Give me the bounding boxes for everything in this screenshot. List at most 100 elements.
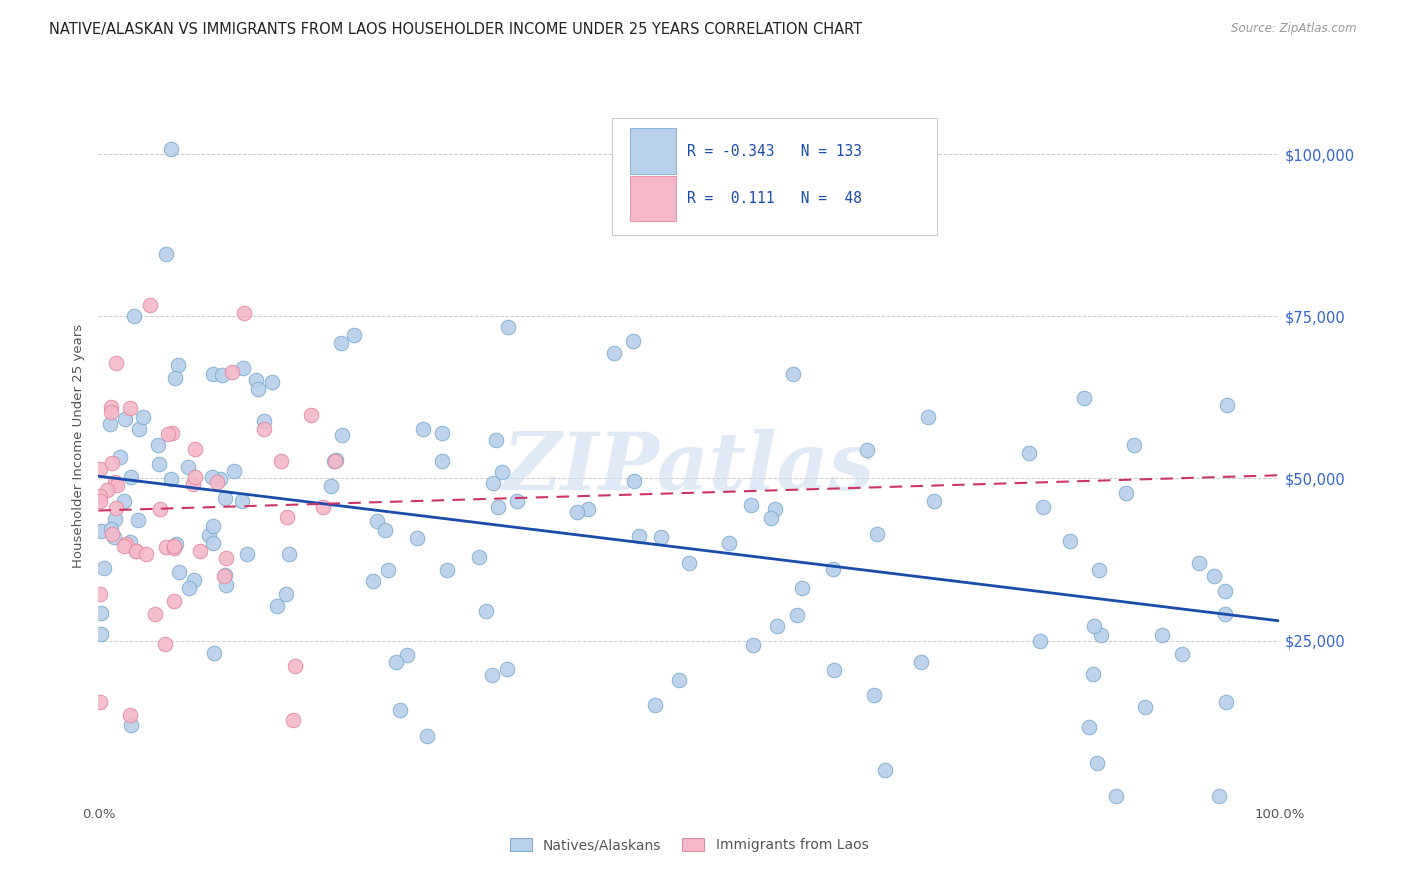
Point (1087, 756, 1109, 771)
Point (214, 568, 236, 582)
Point (162, 541, 184, 556)
Point (388, 702, 411, 716)
Point (139, 298, 162, 312)
Point (188, 543, 211, 558)
Point (100, 405, 122, 419)
Point (245, 373, 267, 387)
Point (89, 493, 111, 508)
Point (127, 513, 149, 527)
Point (155, 246, 177, 260)
Point (165, 537, 187, 551)
Point (149, 502, 172, 516)
Point (1078, 720, 1101, 734)
Point (323, 453, 346, 467)
Point (215, 551, 238, 566)
Point (678, 556, 700, 570)
Text: Source: ZipAtlas.com: Source: ZipAtlas.com (1232, 22, 1357, 36)
Point (786, 607, 808, 622)
Point (211, 368, 233, 382)
Point (132, 409, 155, 424)
Point (104, 475, 127, 489)
Point (125, 544, 148, 558)
Point (118, 707, 141, 722)
Point (231, 493, 253, 508)
Point (89, 489, 111, 503)
Point (1083, 666, 1105, 681)
Point (232, 361, 254, 376)
Point (319, 478, 342, 492)
Point (823, 663, 845, 677)
Point (790, 581, 813, 595)
Point (406, 531, 429, 545)
Point (100, 527, 122, 541)
Point (89, 587, 111, 601)
Point (100, 522, 122, 536)
Point (167, 358, 190, 372)
Point (412, 421, 434, 435)
Point (283, 714, 305, 728)
Point (325, 452, 347, 467)
Text: NATIVE/ALASKAN VS IMMIGRANTS FROM LAOS HOUSEHOLDER INCOME UNDER 25 YEARS CORRELA: NATIVE/ALASKAN VS IMMIGRANTS FROM LAOS H… (49, 22, 862, 37)
Point (212, 569, 235, 583)
Point (160, 426, 183, 441)
Point (101, 457, 124, 471)
Point (159, 143, 181, 157)
Point (120, 470, 142, 484)
Point (917, 410, 939, 425)
Point (436, 564, 458, 578)
Point (104, 500, 127, 515)
Text: R = -0.343   N = 133: R = -0.343 N = 133 (686, 144, 862, 159)
Point (366, 515, 388, 529)
Point (576, 502, 599, 516)
FancyBboxPatch shape (630, 176, 676, 221)
Point (865, 527, 887, 541)
Point (105, 477, 128, 491)
Point (1083, 618, 1105, 632)
Point (621, 334, 644, 348)
Point (276, 587, 298, 601)
Point (118, 534, 141, 549)
Point (1018, 446, 1040, 460)
Point (395, 648, 418, 662)
Point (114, 540, 136, 554)
Point (104, 511, 127, 525)
Point (1215, 398, 1237, 412)
Point (201, 536, 224, 550)
Point (498, 320, 520, 334)
Point (322, 453, 344, 467)
Point (163, 539, 186, 553)
Point (221, 365, 243, 379)
Point (201, 470, 224, 484)
Point (740, 498, 762, 512)
Point (159, 472, 181, 486)
Point (98, 417, 121, 432)
Point (741, 639, 763, 653)
Point (128, 421, 150, 435)
Point (506, 494, 529, 508)
Point (565, 505, 588, 519)
Point (284, 658, 307, 673)
Point (875, 764, 897, 778)
Point (374, 524, 396, 538)
Point (910, 656, 932, 670)
Point (1090, 628, 1112, 642)
Point (96, 483, 118, 497)
Point (782, 367, 804, 381)
Point (1215, 695, 1237, 709)
Point (1213, 583, 1236, 598)
Text: R =  0.111   N =  48: R = 0.111 N = 48 (686, 191, 862, 206)
Y-axis label: Householder Income Under 25 years: Householder Income Under 25 years (72, 324, 86, 568)
Point (1208, 789, 1230, 804)
Point (922, 494, 945, 508)
Point (215, 578, 238, 592)
Point (1105, 789, 1128, 803)
Point (377, 563, 399, 577)
Point (1188, 556, 1211, 570)
Point (1059, 533, 1081, 548)
Point (343, 328, 366, 343)
Point (1028, 634, 1050, 648)
Point (863, 688, 886, 702)
Point (384, 655, 406, 669)
Point (114, 537, 136, 551)
Point (1204, 568, 1226, 582)
